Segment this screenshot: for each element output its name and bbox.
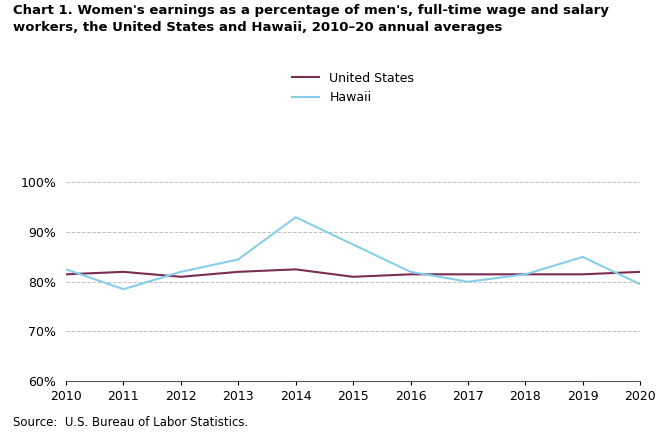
Hawaii xyxy=(234,257,242,262)
United States xyxy=(177,274,185,279)
Hawaii xyxy=(579,254,587,259)
Legend: United States, Hawaii: United States, Hawaii xyxy=(292,72,414,104)
Hawaii xyxy=(407,269,414,275)
Hawaii xyxy=(464,279,472,284)
United States xyxy=(579,272,587,277)
Hawaii xyxy=(521,272,529,277)
Hawaii xyxy=(177,269,185,275)
Hawaii xyxy=(292,215,300,220)
Text: Source:  U.S. Bureau of Labor Statistics.: Source: U.S. Bureau of Labor Statistics. xyxy=(13,416,248,429)
United States xyxy=(349,274,357,279)
United States xyxy=(464,272,472,277)
Line: United States: United States xyxy=(66,269,640,277)
United States xyxy=(119,269,127,275)
Hawaii xyxy=(636,281,644,287)
Hawaii xyxy=(349,242,357,247)
United States xyxy=(636,269,644,275)
Line: Hawaii: Hawaii xyxy=(66,217,640,289)
Hawaii xyxy=(119,287,127,292)
United States xyxy=(292,267,300,272)
Hawaii xyxy=(62,267,70,272)
United States xyxy=(521,272,529,277)
United States xyxy=(407,272,414,277)
United States xyxy=(234,269,242,275)
United States xyxy=(62,272,70,277)
Text: Chart 1. Women's earnings as a percentage of men's, full-time wage and salary
wo: Chart 1. Women's earnings as a percentag… xyxy=(13,4,609,34)
